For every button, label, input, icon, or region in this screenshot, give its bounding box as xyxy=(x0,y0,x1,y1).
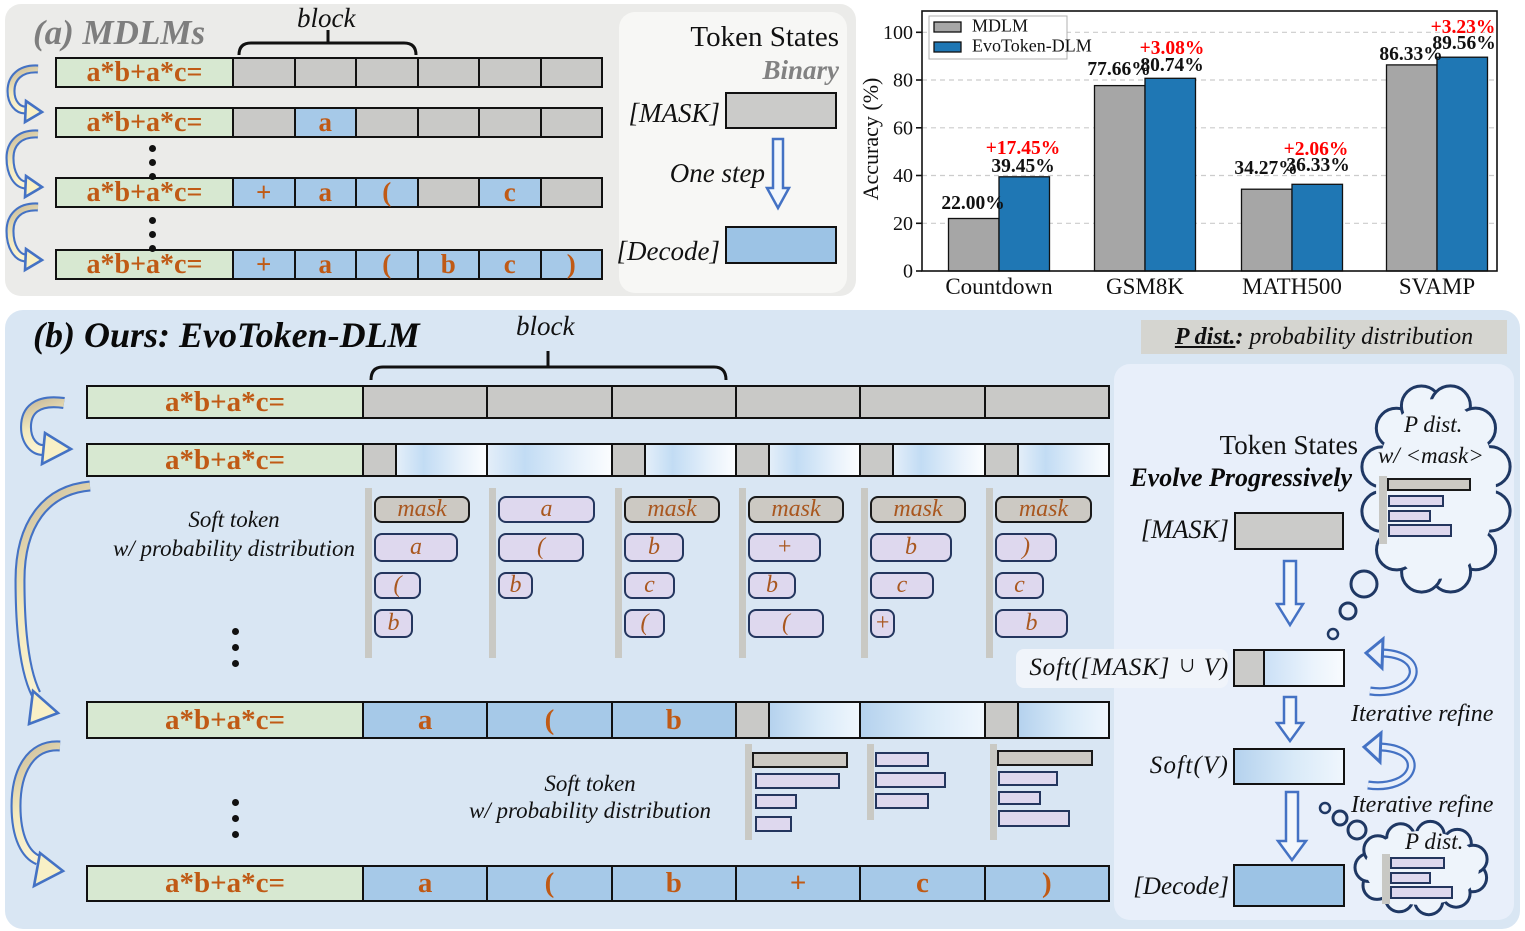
svg-text:Countdown: Countdown xyxy=(945,274,1053,299)
svg-text:GSM8K: GSM8K xyxy=(1106,274,1184,299)
svg-text:EvoToken-DLM: EvoToken-DLM xyxy=(972,36,1092,56)
svg-text:SVAMP: SVAMP xyxy=(1399,274,1475,299)
svg-text:+3.23%: +3.23% xyxy=(1431,17,1496,38)
svg-text:100: 100 xyxy=(883,22,913,44)
svg-text:89.56%: 89.56% xyxy=(1432,33,1495,54)
svg-text:36.33%: 36.33% xyxy=(1286,155,1349,176)
svg-text:Accuracy (%): Accuracy (%) xyxy=(860,78,883,201)
svg-text:+2.06%: +2.06% xyxy=(1284,139,1349,160)
svg-text:60: 60 xyxy=(893,117,913,139)
svg-text:+17.45%: +17.45% xyxy=(986,138,1061,159)
svg-text:MDLM: MDLM xyxy=(972,16,1028,36)
svg-text:+3.08%: +3.08% xyxy=(1140,38,1205,59)
svg-text:MATH500: MATH500 xyxy=(1242,274,1342,299)
svg-text:39.45%: 39.45% xyxy=(991,156,1054,177)
svg-text:34.27%: 34.27% xyxy=(1234,158,1297,179)
svg-text:22.00%: 22.00% xyxy=(941,193,1004,214)
svg-text:80.74%: 80.74% xyxy=(1140,55,1203,76)
svg-text:20: 20 xyxy=(893,213,913,235)
svg-text:77.66%: 77.66% xyxy=(1087,59,1150,80)
svg-text:80: 80 xyxy=(893,70,913,92)
svg-text:0: 0 xyxy=(903,261,913,283)
svg-text:86.33%: 86.33% xyxy=(1379,44,1442,65)
svg-text:40: 40 xyxy=(893,165,913,187)
